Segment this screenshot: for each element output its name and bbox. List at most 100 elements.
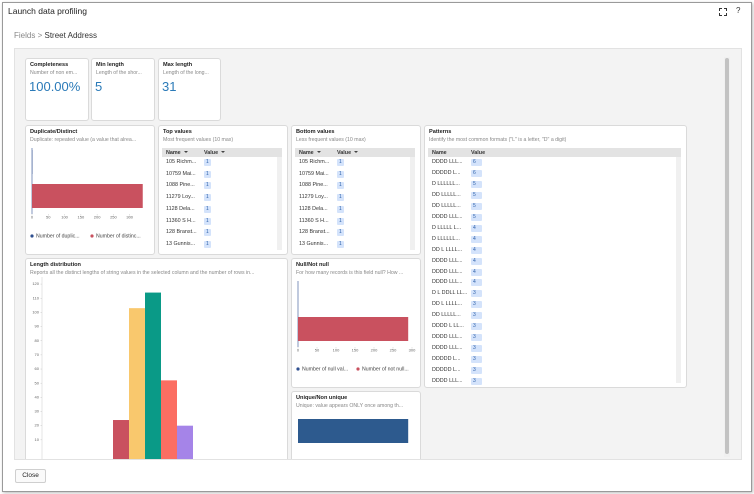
row-name: 1088 Pine...	[166, 182, 195, 189]
bar	[298, 419, 409, 443]
row-name: 13 Gunnis...	[166, 240, 196, 247]
column-header: Value	[337, 150, 358, 156]
metric-value: 5	[95, 79, 103, 94]
row-value: 3	[471, 334, 482, 342]
y-tick-label: 10	[35, 437, 40, 442]
row-name: DD LLLLL...	[432, 191, 461, 198]
card: Bottom values Less frequent values (10 ma…	[291, 125, 421, 255]
row-value: 1	[204, 229, 211, 237]
y-tick-label: 70	[35, 352, 40, 357]
row-value: 3	[471, 301, 482, 309]
legend-label: Number of distinc...	[96, 233, 141, 239]
legend-marker	[296, 367, 300, 371]
chart: 10 20 30 40 50 60 70 80 90 100 110 120	[32, 277, 193, 459]
chart: 0 50 100 150 200 250 300 Number of null val... N…	[296, 281, 416, 372]
row-name: DDDD LLL...	[432, 279, 463, 286]
row-name: 13 Gunnis...	[299, 240, 329, 247]
card-title: Unique/Non unique	[296, 395, 348, 401]
close-button[interactable]: Close	[15, 469, 46, 483]
card-title: Bottom values	[296, 129, 335, 135]
card: Duplicate/Distinct Duplicate: repeated va…	[25, 125, 155, 255]
card: Completeness Number of non em... 100.00%	[25, 58, 89, 121]
row-name: DD LLLLL...	[432, 202, 461, 209]
x-tick-label: 250	[110, 215, 117, 220]
x-tick-label: 300	[126, 215, 133, 220]
row-name: 1128 Dela...	[299, 205, 328, 212]
legend-marker	[30, 234, 34, 238]
row-name: D LLLLLL...	[432, 235, 460, 242]
breadcrumb: Fields > Street Address	[14, 31, 97, 40]
y-tick-label: 80	[35, 338, 40, 343]
x-tick-label: 150	[352, 348, 359, 353]
legend-marker	[90, 234, 94, 238]
x-tick-label: 0	[297, 348, 300, 353]
bar	[177, 425, 193, 459]
card-title: Duplicate/Distinct	[30, 129, 78, 135]
card-title: Min length	[96, 62, 124, 68]
scrollbar[interactable]	[676, 157, 681, 383]
row-name: 11279 Loy...	[166, 194, 195, 201]
row-value: 1	[204, 194, 211, 202]
card: Patterns Identify the most common formats…	[424, 125, 687, 388]
row-name: 128 Branst...	[299, 229, 330, 236]
y-tick-label: 20	[35, 423, 40, 428]
row-value: 1	[337, 229, 344, 237]
row-value: 1	[337, 182, 344, 190]
y-tick-label: 60	[35, 366, 40, 371]
card-description: Length of the long...	[163, 70, 209, 76]
card-title: Max length	[163, 62, 193, 68]
scrollbar[interactable]	[410, 157, 415, 250]
card-description: Number of non em...	[30, 70, 78, 76]
scrollbar[interactable]	[277, 157, 282, 250]
table-header: Name Value	[162, 148, 282, 157]
x-tick-label: 250	[390, 348, 397, 353]
row-value: 5	[471, 213, 482, 221]
row-value: 3	[471, 345, 482, 353]
table-header: Name Value	[295, 148, 415, 157]
scrollbar-thumb[interactable]	[725, 58, 729, 454]
bar	[113, 420, 129, 459]
bar	[32, 184, 143, 208]
row-name: DDDD LLL...	[432, 378, 463, 384]
row-value: 4	[471, 257, 482, 265]
row-name: DDDDD L...	[432, 367, 461, 374]
breadcrumb-parent[interactable]: Fields	[14, 31, 36, 40]
row-value: 6	[471, 159, 482, 166]
column-header: Value	[471, 149, 486, 156]
row-value: 3	[471, 378, 482, 385]
legend-label: Number of not null...	[362, 366, 409, 372]
row-value: 3	[471, 367, 482, 375]
help-icon[interactable]: ?	[736, 6, 741, 15]
row-name: 1128 Dela...	[166, 205, 195, 212]
row-value: 6	[471, 169, 482, 177]
row-name: DDDD LLL...	[432, 268, 463, 275]
row-value: 3	[471, 312, 482, 320]
row-value: 3	[471, 290, 482, 298]
row-name: D LLLLLL...	[432, 180, 460, 187]
row-value: 4	[471, 268, 482, 276]
row-name: D LLLLL L...	[432, 224, 462, 231]
row-name: DD L LLLL...	[432, 301, 463, 308]
breadcrumb-separator: >	[37, 31, 43, 40]
row-name: 11279 Loy...	[299, 194, 328, 201]
content-panel: Completeness Number of non em... 100.00% Mi…	[14, 48, 742, 460]
card: Length distribution Reports all the disti…	[25, 258, 288, 459]
card-description: For how many records is this field null?…	[296, 270, 404, 276]
card-title: Completeness	[30, 62, 69, 68]
row-value: 1	[337, 170, 344, 178]
y-tick-label: 30	[35, 409, 40, 414]
fullscreen-icon[interactable]	[719, 8, 727, 16]
y-tick-label: 50	[35, 380, 40, 385]
y-tick-label: 100	[32, 309, 39, 314]
x-tick-label: 300	[409, 348, 416, 353]
row-name: D L DDLL LL...	[432, 290, 468, 297]
card-description: Reports all the distinct lengths of stri…	[30, 270, 255, 276]
row-value: 1	[204, 159, 211, 166]
scrollbar[interactable]	[724, 57, 730, 457]
row-value: 1	[204, 217, 211, 225]
row-value: 1	[204, 182, 211, 190]
row-name: 105 Richm...	[166, 159, 197, 165]
card-description: Length of the shor...	[96, 70, 142, 76]
y-tick-label: 110	[33, 295, 40, 300]
